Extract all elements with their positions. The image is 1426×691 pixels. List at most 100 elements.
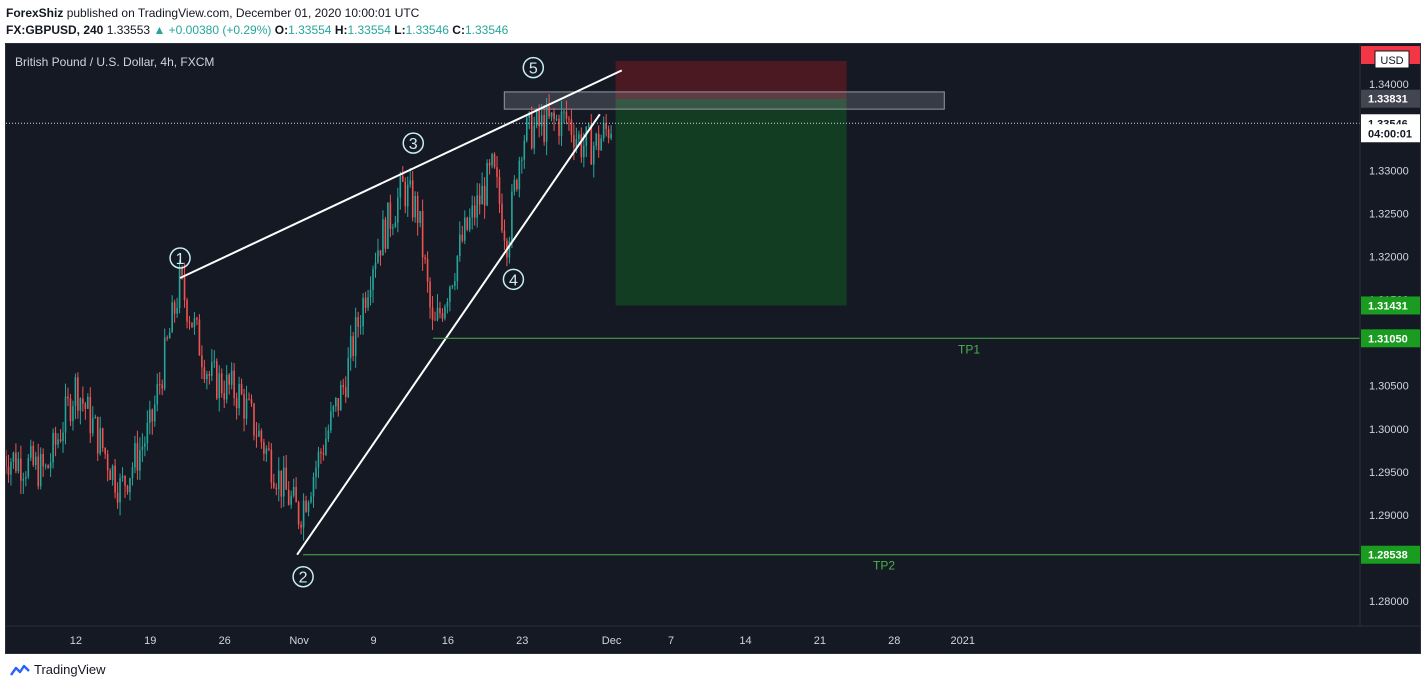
candle-body — [486, 162, 488, 206]
candle-body — [44, 465, 47, 467]
candle — [607, 125, 610, 144]
wave-1-marker[interactable]: 1 — [169, 247, 191, 269]
candle-body — [198, 319, 201, 356]
take-profit-zone[interactable] — [615, 98, 847, 306]
price-axis-tag[interactable]: 04:00:01 — [1361, 124, 1421, 143]
candle — [72, 400, 74, 431]
price-tag-bg — [1361, 329, 1420, 348]
candle-body — [260, 430, 263, 443]
stop-loss-zone[interactable] — [615, 60, 847, 99]
x-tick-label: 12 — [70, 635, 82, 647]
candle — [580, 127, 583, 163]
candle-body — [446, 301, 449, 307]
y-tick-label: 1.32500 — [1369, 208, 1409, 220]
candle-body — [518, 160, 521, 190]
candle-body — [456, 256, 459, 282]
candle-body — [322, 453, 325, 455]
candle — [419, 210, 421, 228]
candle — [198, 314, 201, 356]
candle — [166, 335, 168, 342]
wave-circle — [522, 56, 545, 79]
candle-body — [151, 409, 154, 422]
candle-body — [394, 222, 397, 228]
candle-body — [573, 134, 575, 148]
wave-5-marker[interactable]: 5 — [522, 56, 545, 79]
candle-body — [483, 185, 486, 206]
candle — [121, 467, 124, 482]
candle — [186, 297, 188, 329]
candle — [335, 397, 337, 412]
resistance-box[interactable] — [503, 91, 945, 110]
last-price: 1.33553 — [106, 23, 151, 37]
candle — [146, 410, 149, 451]
candle-body — [372, 268, 374, 290]
candle-body — [349, 336, 352, 358]
candle-body — [188, 321, 191, 323]
candle — [387, 202, 389, 250]
candle — [372, 265, 374, 303]
price-axis-tag[interactable]: 1.28538 — [1361, 545, 1421, 564]
candle — [52, 428, 54, 469]
candle — [37, 443, 40, 490]
candle — [409, 167, 412, 188]
trade-zones — [503, 60, 945, 306]
candle-body — [312, 476, 315, 497]
candle-body — [516, 179, 518, 190]
author-name[interactable]: ForexShiz — [6, 6, 64, 20]
lower-wedge-line[interactable] — [296, 113, 601, 556]
candle — [240, 378, 243, 396]
candle-body — [501, 203, 503, 231]
tradingview-footer[interactable]: TradingView — [10, 662, 106, 677]
candle-body — [466, 217, 469, 230]
candle-body — [233, 370, 235, 398]
candle — [96, 416, 99, 461]
candle — [265, 445, 268, 462]
candle — [379, 250, 382, 266]
candle-body — [540, 115, 543, 127]
price-axis-tag[interactable]: 1.33831 — [1361, 89, 1421, 108]
candle-body — [454, 281, 456, 286]
candle-body — [344, 387, 347, 397]
candle — [235, 392, 238, 420]
candle-body — [607, 128, 610, 139]
candle-body — [369, 289, 372, 298]
wave-2-marker[interactable]: 2 — [292, 565, 314, 588]
candle — [446, 298, 449, 314]
currency-badge[interactable]: USD — [1374, 50, 1410, 69]
price-tag-bg — [1361, 89, 1420, 108]
candle-body — [315, 467, 317, 477]
candle-body — [287, 489, 290, 505]
price-axis-tag[interactable]: 1.31050 — [1361, 329, 1421, 348]
candle-body — [168, 332, 171, 339]
candle-body — [124, 476, 126, 486]
price-axis-tag[interactable]: 1.31431 — [1361, 296, 1421, 315]
close-value: 1.33546 — [464, 23, 509, 37]
candle-body — [240, 383, 243, 394]
candle-body — [550, 112, 553, 117]
wave-3-marker[interactable]: 3 — [402, 132, 425, 154]
candle-body — [203, 367, 206, 380]
candle-body — [595, 133, 598, 146]
candle-body — [250, 399, 253, 404]
candle-body — [530, 112, 533, 149]
wave-4-marker[interactable]: 4 — [502, 268, 525, 291]
candle-body — [300, 524, 302, 528]
open-label: O: — [274, 23, 289, 37]
candle-body — [610, 133, 612, 139]
candle — [27, 453, 30, 480]
candle-body — [245, 398, 248, 419]
candle — [119, 473, 121, 516]
candle-body — [528, 112, 531, 118]
candle — [292, 478, 295, 498]
candle — [161, 379, 164, 396]
upper-wedge-line[interactable] — [179, 69, 623, 279]
candle — [578, 130, 580, 146]
y-tick-label: 1.28000 — [1369, 596, 1409, 608]
chart-frame[interactable]: 1 2 3 4 5 TP1 TP2 British Pound / U.S. Dollar,… — [5, 43, 1421, 654]
candle-body — [116, 492, 119, 503]
candle — [352, 332, 354, 362]
candle — [317, 446, 320, 478]
candle-body — [578, 134, 580, 140]
candle-body — [602, 123, 605, 139]
